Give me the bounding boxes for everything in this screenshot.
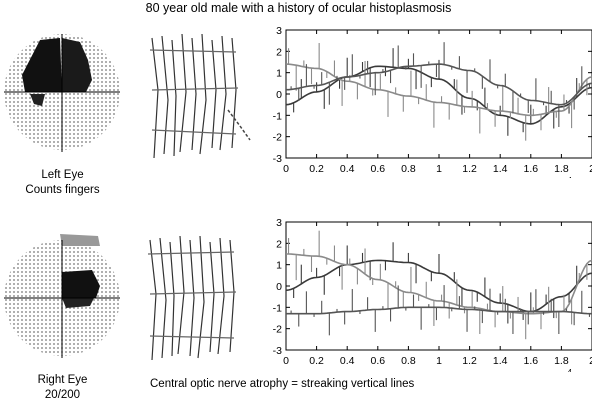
x-tick-label: 1.6 (523, 163, 538, 175)
x-tick-label: 0.4 (340, 355, 355, 367)
figure-title: 80 year old male with a history of ocula… (0, 1, 597, 15)
y-tick-label: -1 (273, 302, 282, 314)
right-eye-acuity: 20/200 (0, 388, 125, 403)
visual-field-left-eye (0, 20, 125, 160)
right-eye-label: Right Eye (0, 373, 125, 388)
plot-frame (286, 30, 592, 158)
x-tick-label: 1 (436, 355, 442, 367)
x-tick-label: 1.8 (554, 163, 569, 175)
plot-frame (286, 222, 592, 350)
x-tick-label: 0.4 (340, 163, 355, 175)
y-tick-label: 1 (276, 68, 282, 80)
x-tick-label: 2 (589, 355, 592, 367)
x-tick-label: 1.2 (462, 355, 477, 367)
line-chart-right-eye: 3210-1-2-300.20.40.60.811.21.41.61.82x10… (270, 218, 592, 372)
y-tick-label: 3 (276, 26, 282, 37)
x-multiplier-label: x104 (550, 367, 573, 372)
x-tick-label: 0.6 (370, 163, 385, 175)
x-tick-label: 1.4 (493, 163, 508, 175)
x-tick-label: 0 (283, 163, 289, 175)
y-tick-label: -2 (273, 132, 282, 144)
x-multiplier-label: x104 (550, 175, 573, 178)
y-tick-label: -2 (273, 324, 282, 336)
x-tick-label: 0 (283, 355, 289, 367)
x-tick-label: 1.2 (462, 163, 477, 175)
y-tick-label: -3 (273, 345, 282, 357)
y-tick-label: 3 (276, 218, 282, 229)
y-tick-label: 2 (276, 238, 282, 250)
x-tick-label: 1.4 (493, 355, 508, 367)
y-tick-label: -3 (273, 153, 282, 165)
x-tick-label: 0.6 (370, 355, 385, 367)
line-chart-left-eye: 3210-1-2-300.20.40.60.811.21.41.61.82x10… (270, 26, 592, 178)
y-tick-label: 0 (276, 89, 282, 101)
optic-trace-left-eye (140, 30, 270, 165)
x-tick-label: 1.6 (523, 355, 538, 367)
x-tick-label: 2 (589, 163, 592, 175)
x-tick-label: 0.8 (401, 163, 416, 175)
y-tick-label: -1 (273, 110, 282, 122)
x-tick-label: 0.8 (401, 355, 416, 367)
left-eye-acuity: Counts fingers (0, 183, 125, 198)
annotation-note: Central optic nerve atrophy = streaking … (150, 378, 440, 390)
visual-field-right-eye (0, 226, 125, 366)
x-tick-label: 1.8 (554, 355, 569, 367)
y-tick-label: 0 (276, 281, 282, 293)
x-tick-label: 0.2 (309, 355, 324, 367)
y-tick-label: 2 (276, 46, 282, 58)
x-tick-label: 0.2 (309, 163, 324, 175)
optic-trace-right-eye (140, 232, 270, 367)
left-eye-label: Left Eye (0, 168, 125, 183)
x-tick-label: 1 (436, 163, 442, 175)
y-tick-label: 1 (276, 260, 282, 272)
